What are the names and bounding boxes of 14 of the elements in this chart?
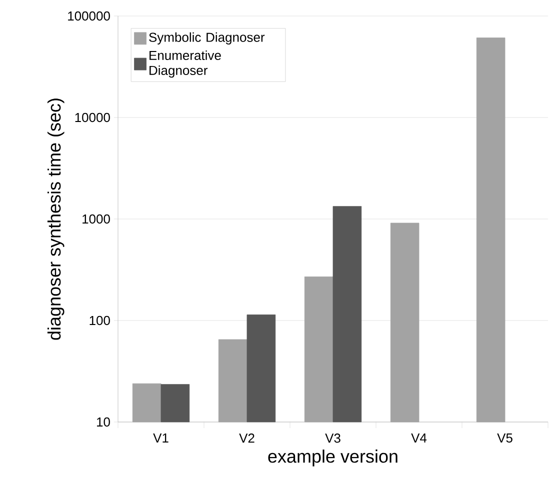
- y-tick-label: 1000: [82, 214, 110, 224]
- y-tick-label: 100000: [68, 11, 110, 21]
- y-tick-label: 10000: [75, 112, 110, 122]
- y-tick-label: 10: [97, 417, 110, 427]
- x-tick-label: V4: [411, 434, 427, 442]
- y-tick-label: 100: [90, 316, 110, 326]
- y-axis-title: diagnoser synthesis time (sec): [47, 98, 64, 340]
- x-axis-title: example version: [268, 450, 398, 466]
- x-tick-label: V5: [497, 434, 512, 443]
- x-tick-label: V3: [325, 434, 340, 443]
- x-tick-label: V1: [153, 434, 168, 442]
- legend-label: Symbolic Diagnoser: [149, 32, 265, 44]
- x-tick-label: V2: [239, 434, 254, 443]
- legend-label: Enumerative Diagnoser: [150, 50, 221, 78]
